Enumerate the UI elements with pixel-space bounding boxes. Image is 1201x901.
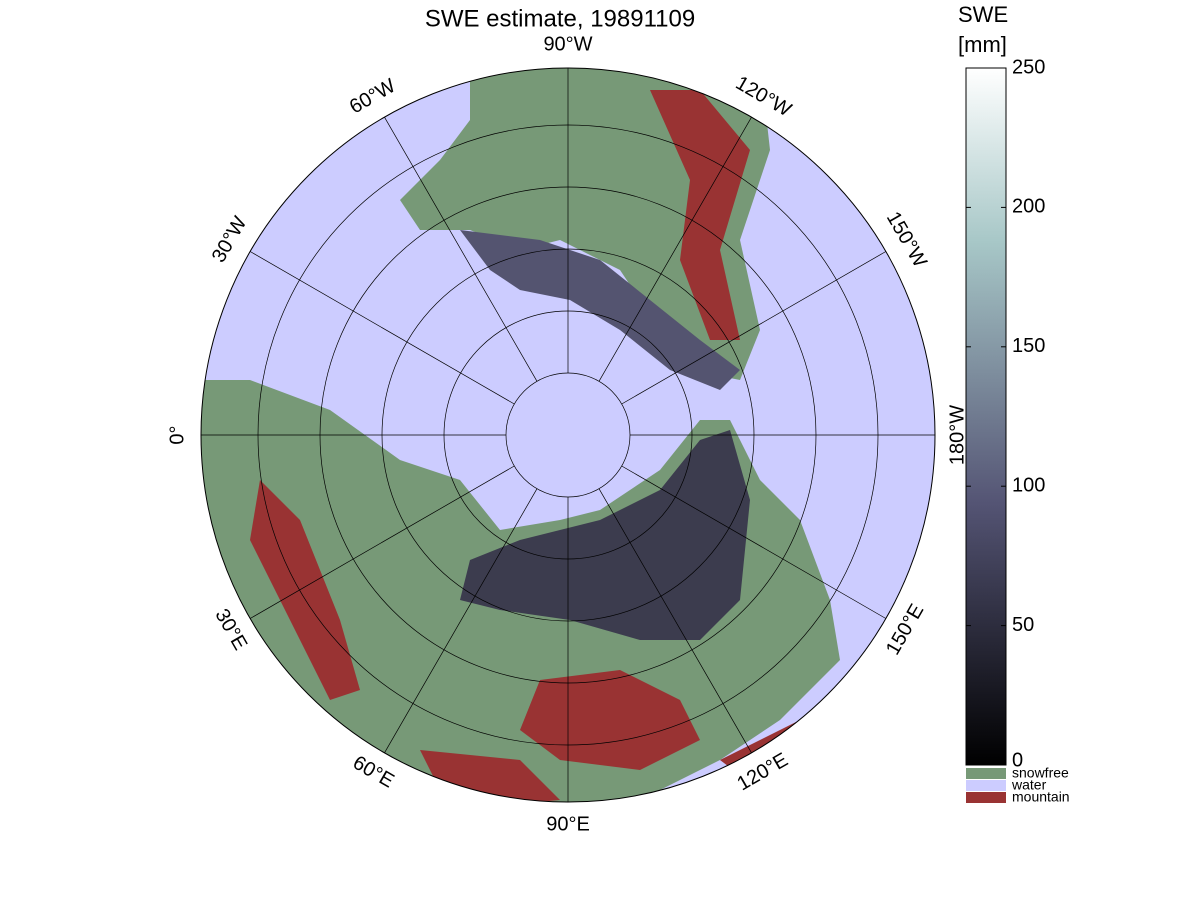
- meridian: [598, 488, 752, 754]
- longitude-label: 180°W: [946, 405, 968, 465]
- meridian: [249, 465, 515, 619]
- meridian: [598, 116, 752, 382]
- longitude-label: 60°W: [346, 75, 400, 119]
- meridian: [384, 488, 538, 754]
- tick-label: 0: [1012, 749, 1023, 771]
- legend-label: mountain: [1012, 789, 1070, 805]
- longitude-label: 30°W: [208, 213, 252, 267]
- colorbar-label: SWE: [958, 2, 1008, 27]
- longitude-label: 0°: [166, 425, 188, 444]
- colorbar: [965, 67, 1007, 766]
- graticule: [201, 68, 935, 802]
- meridian: [249, 251, 515, 405]
- colorbar-label: [mm]: [958, 32, 1007, 57]
- map-title: SWE estimate, 19891109: [425, 5, 695, 32]
- longitude-label: 60°E: [349, 752, 398, 793]
- longitude-label: 90°E: [546, 813, 590, 835]
- meridian: [384, 116, 538, 382]
- legend-label: snowfree: [1012, 765, 1069, 781]
- legend-swatch: [966, 792, 1006, 803]
- legend-label: water: [1011, 777, 1047, 793]
- tick-label: 200: [1012, 196, 1045, 218]
- meridian: [621, 465, 887, 619]
- snow: [460, 230, 740, 390]
- snow: [460, 430, 750, 640]
- colorbar-ticks: 0 50 100 150 200 250: [966, 56, 1045, 771]
- longitude-label: 30°E: [210, 605, 251, 654]
- meridian: [621, 251, 887, 405]
- mountain-area: [250, 480, 360, 700]
- mountain-area: [650, 90, 750, 340]
- tick-label: 250: [1012, 56, 1045, 78]
- tick-label: 50: [1012, 614, 1034, 636]
- legend-swatch: [966, 768, 1006, 779]
- tick-label: 100: [1012, 474, 1045, 496]
- map-border: [200, 67, 936, 803]
- legend-swatch: [966, 780, 1006, 791]
- longitude-label: 90°W: [543, 33, 592, 55]
- tick-label: 150: [1012, 335, 1045, 357]
